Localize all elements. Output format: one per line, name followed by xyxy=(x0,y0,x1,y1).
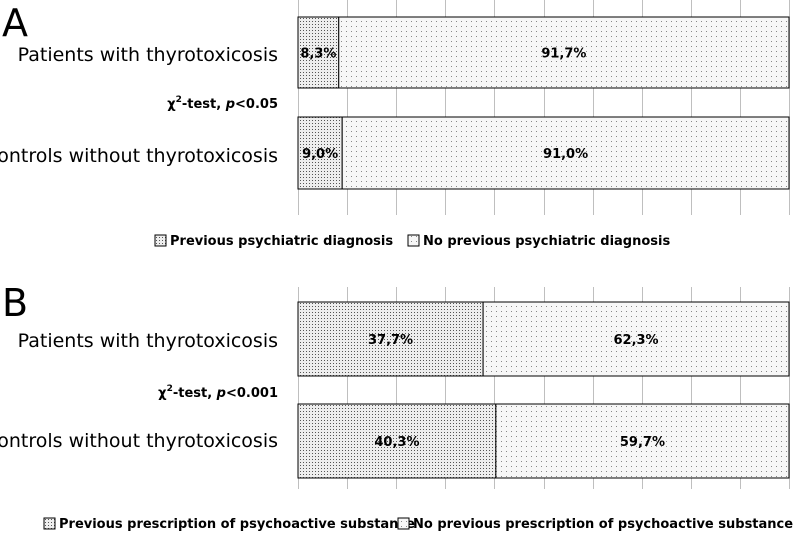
panel-a-bars: 8,3% 91,7% 9,0% 91,0% xyxy=(297,16,790,190)
data-label: 91,7% xyxy=(541,47,586,62)
legend-swatch xyxy=(407,234,420,247)
legend-entry: No previous prescription of psychoactive… xyxy=(413,517,793,532)
data-label: 8,3% xyxy=(300,47,336,62)
stat-p: p xyxy=(225,97,235,112)
panel-a-letter: A xyxy=(2,1,28,45)
data-label: 40,3% xyxy=(374,435,419,450)
data-label: 62,3% xyxy=(613,333,658,348)
panel-b: 37,7% 62,3% 40,3% 59,7% B Patients with thy… xyxy=(0,281,793,532)
panel-a: 8,3% 91,7% 9,0% 91,0% A Patients with thyro… xyxy=(0,0,790,249)
bar-segment xyxy=(495,403,790,479)
statistical-test-annotation: χ2-test, p<0.001 xyxy=(158,384,278,401)
bar-segment xyxy=(341,116,790,190)
bar-segment xyxy=(482,301,790,377)
stat-p: p xyxy=(216,386,226,401)
legend-swatch xyxy=(397,517,410,530)
category-label: Patients with thyrotoxicosis xyxy=(18,330,278,352)
bar-segment xyxy=(297,403,497,479)
bar-segment xyxy=(297,16,340,89)
legend-entry: Previous psychiatric diagnosis xyxy=(170,234,393,249)
category-label: Controls without thyrotoxicosis xyxy=(0,430,278,452)
statistical-test-annotation: χ2-test, p<0.05 xyxy=(167,95,278,112)
stat-rest: <0.05 xyxy=(235,97,278,112)
data-label: 37,7% xyxy=(368,333,413,348)
data-label: 91,0% xyxy=(543,147,588,162)
panel-b-bars: 37,7% 62,3% 40,3% 59,7% xyxy=(297,301,790,479)
legend-swatch xyxy=(154,234,167,247)
legend-swatch xyxy=(43,517,56,530)
bar-segment xyxy=(338,16,790,89)
category-label: Controls without thyrotoxicosis xyxy=(0,145,278,167)
panel-b-letter: B xyxy=(2,281,28,325)
stat-mid: -test, xyxy=(173,386,217,401)
bar-segment xyxy=(297,301,484,377)
stat-chi: χ xyxy=(167,97,176,112)
legend-entry: No previous psychiatric diagnosis xyxy=(423,234,670,249)
stat-sup: 2 xyxy=(167,384,173,394)
data-label: 9,0% xyxy=(302,147,338,162)
data-label: 59,7% xyxy=(620,435,665,450)
stat-mid: -test, xyxy=(182,97,226,112)
legend-entry: Previous prescription of psychoactive su… xyxy=(59,517,415,532)
stat-chi: χ xyxy=(158,386,167,401)
stat-rest: <0.001 xyxy=(226,386,278,401)
category-label: Patients with thyrotoxicosis xyxy=(18,44,278,66)
stat-sup: 2 xyxy=(176,95,182,105)
